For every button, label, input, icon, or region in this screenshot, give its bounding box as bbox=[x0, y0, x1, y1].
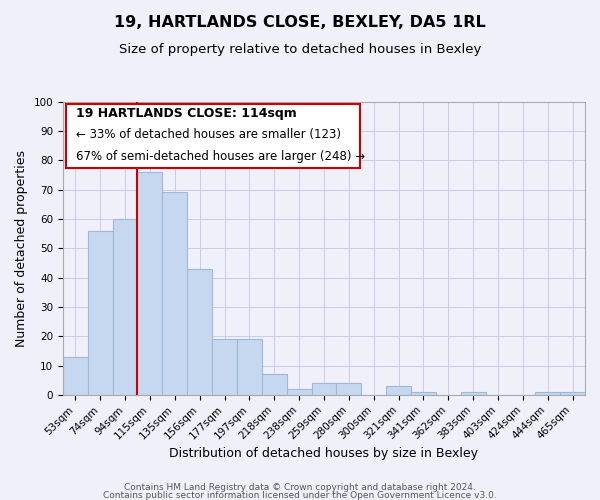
Bar bbox=[237, 339, 262, 395]
Bar bbox=[137, 172, 163, 395]
Text: 19, HARTLANDS CLOSE, BEXLEY, DA5 1RL: 19, HARTLANDS CLOSE, BEXLEY, DA5 1RL bbox=[114, 15, 486, 30]
Text: 67% of semi-detached houses are larger (248) →: 67% of semi-detached houses are larger (… bbox=[76, 150, 365, 163]
Bar bbox=[411, 392, 436, 395]
Bar bbox=[212, 339, 237, 395]
Text: Contains HM Land Registry data © Crown copyright and database right 2024.: Contains HM Land Registry data © Crown c… bbox=[124, 483, 476, 492]
Text: 19 HARTLANDS CLOSE: 114sqm: 19 HARTLANDS CLOSE: 114sqm bbox=[76, 108, 297, 120]
Y-axis label: Number of detached properties: Number of detached properties bbox=[15, 150, 28, 346]
Bar bbox=[560, 392, 585, 395]
FancyBboxPatch shape bbox=[65, 104, 361, 168]
Text: Size of property relative to detached houses in Bexley: Size of property relative to detached ho… bbox=[119, 42, 481, 56]
Bar bbox=[287, 389, 311, 395]
Bar bbox=[535, 392, 560, 395]
Bar bbox=[113, 219, 137, 395]
Bar bbox=[461, 392, 485, 395]
Bar bbox=[187, 268, 212, 395]
Bar bbox=[88, 230, 113, 395]
Bar bbox=[163, 192, 187, 395]
Bar bbox=[337, 383, 361, 395]
Bar bbox=[386, 386, 411, 395]
X-axis label: Distribution of detached houses by size in Bexley: Distribution of detached houses by size … bbox=[169, 447, 478, 460]
Bar bbox=[262, 374, 287, 395]
Bar bbox=[311, 383, 337, 395]
Bar bbox=[63, 356, 88, 395]
Text: Contains public sector information licensed under the Open Government Licence v3: Contains public sector information licen… bbox=[103, 492, 497, 500]
Text: ← 33% of detached houses are smaller (123): ← 33% of detached houses are smaller (12… bbox=[76, 128, 341, 141]
